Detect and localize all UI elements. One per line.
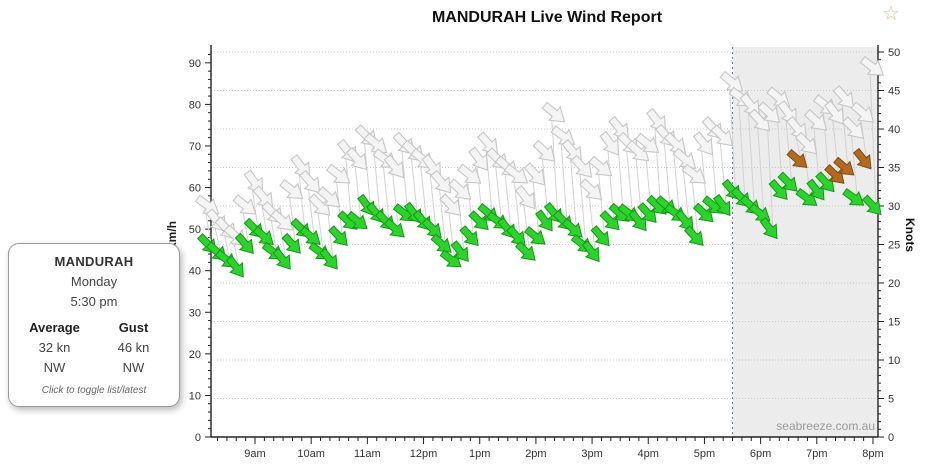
svg-text:5: 5	[888, 394, 894, 406]
svg-text:11am: 11am	[354, 448, 381, 460]
tooltip-gust-header: Gust	[118, 320, 149, 335]
svg-text:0: 0	[195, 432, 201, 444]
svg-text:3pm: 3pm	[581, 448, 602, 460]
favorite-star-icon[interactable]: ☆	[882, 1, 900, 25]
svg-text:30: 30	[888, 201, 900, 213]
tooltip-gust-direction: NW	[122, 360, 145, 375]
svg-text:40: 40	[888, 124, 900, 136]
svg-text:0: 0	[888, 432, 894, 444]
svg-text:4pm: 4pm	[638, 448, 659, 460]
svg-text:5pm: 5pm	[694, 448, 715, 460]
svg-text:25: 25	[888, 240, 900, 252]
svg-text:35: 35	[888, 163, 900, 175]
svg-text:10: 10	[189, 390, 201, 402]
svg-text:90: 90	[189, 58, 201, 70]
tooltip-average-direction: NW	[43, 360, 66, 375]
svg-text:60: 60	[189, 183, 201, 195]
svg-text:9am: 9am	[244, 448, 265, 460]
svg-text:20: 20	[888, 278, 900, 290]
page-title: MANDURAH Live Wind Report	[431, 9, 663, 26]
svg-text:12pm: 12pm	[410, 448, 438, 460]
tooltip-average-header: Average	[29, 320, 80, 335]
tooltip-gust-value: 46 kn	[117, 340, 150, 355]
tooltip-gust-column: Gust 46 kn NW	[94, 320, 173, 375]
tooltip-station: MANDURAH	[54, 254, 134, 269]
tooltip-average-value: 32 kn	[38, 340, 71, 355]
svg-text:20: 20	[189, 349, 201, 361]
watermark: seabreeze.com.au	[776, 419, 875, 433]
svg-text:50: 50	[888, 47, 900, 59]
svg-text:70: 70	[189, 141, 201, 153]
svg-text:8pm: 8pm	[862, 448, 883, 460]
svg-text:1pm: 1pm	[469, 448, 490, 460]
svg-text:80: 80	[189, 99, 201, 111]
svg-text:50: 50	[189, 224, 201, 236]
svg-text:40: 40	[189, 266, 201, 278]
svg-text:10: 10	[888, 355, 900, 367]
y-axis-label-knots: Knots	[903, 218, 917, 252]
svg-text:10am: 10am	[297, 448, 325, 460]
svg-text:6pm: 6pm	[750, 448, 771, 460]
svg-text:45: 45	[888, 86, 900, 98]
svg-text:7pm: 7pm	[806, 448, 827, 460]
reading-tooltip[interactable]: MANDURAH Monday 5:30 pm Average 32 kn NW…	[8, 243, 180, 407]
svg-text:30: 30	[189, 307, 201, 319]
tooltip-toggle-hint[interactable]: Click to toggle list/latest	[41, 385, 147, 396]
tooltip-average-column: Average 32 kn NW	[15, 320, 94, 375]
svg-text:15: 15	[888, 317, 900, 329]
tooltip-day: Monday	[70, 274, 118, 289]
svg-text:2pm: 2pm	[525, 448, 546, 460]
tooltip-time: 5:30 pm	[70, 294, 118, 309]
